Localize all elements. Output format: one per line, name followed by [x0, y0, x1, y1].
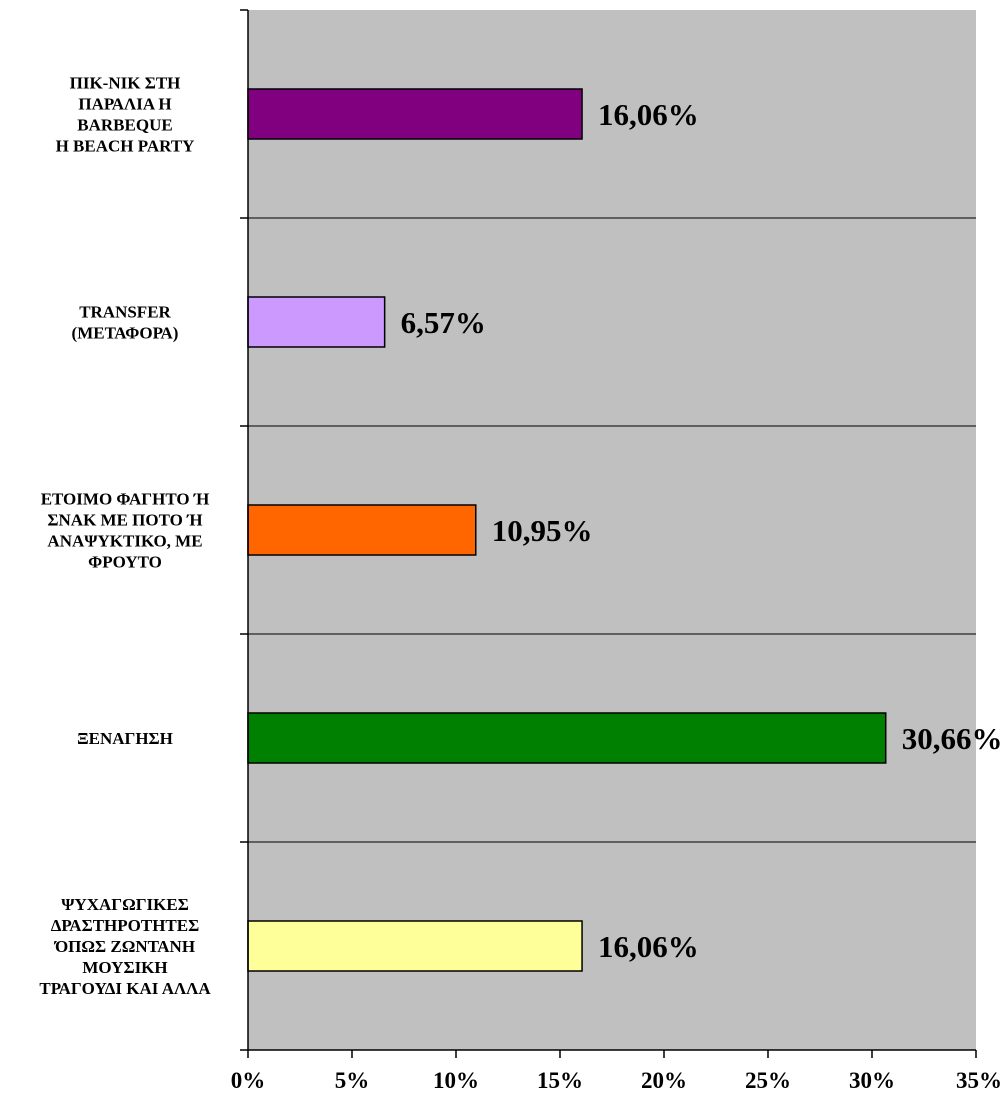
bar	[247, 712, 887, 764]
category-label: ΞΕΝΑΓΗΣΗ	[77, 729, 173, 748]
data-label: 16,06%	[598, 97, 699, 132]
x-tick-label: 5%	[335, 1068, 370, 1093]
category-separators	[248, 217, 976, 843]
x-tick-label: 30%	[849, 1068, 895, 1093]
x-tick-label: 25%	[745, 1068, 791, 1093]
category-label: TRANSFER (ΜΕΤΑΦΟΡΑ)	[72, 303, 179, 343]
category-label: ΠΙΚ-ΝΙΚ ΣΤΗ ΠΑΡΑΛΙΑ Η BARBEQUE Η BEACH PART…	[56, 74, 195, 156]
bar	[247, 504, 477, 556]
x-tick-label: 15%	[537, 1068, 583, 1093]
data-label: 6,57%	[401, 305, 486, 340]
x-tick-label: 10%	[433, 1068, 479, 1093]
data-label: 30,66%	[902, 721, 1003, 756]
x-tick-label: 35%	[956, 1068, 1002, 1093]
data-label: 16,06%	[598, 929, 699, 964]
x-tick-label: 0%	[231, 1068, 266, 1093]
category-labels: ΠΙΚ-ΝΙΚ ΣΤΗ ΠΑΡΑΛΙΑ Η BARBEQUE Η BEACH PART…	[39, 74, 211, 999]
bar	[247, 920, 583, 972]
x-tick-label: 20%	[641, 1068, 687, 1093]
bar	[247, 296, 386, 348]
x-axis-tick-labels: 0% 5% 10% 15% 20% 25% 30% 35%	[231, 1068, 1002, 1093]
data-labels: 16,06% 6,57% 10,95% 30,66% 16,06%	[401, 97, 1003, 964]
category-label: ΨΥΧΑΓΩΓΙΚΕΣ ΔΡΑΣΤΗΡΟΤΗΤΕΣ ΌΠΩΣ ΖΩΝΤΑΝΗ ΜΟΥΣ…	[39, 895, 211, 998]
bars	[247, 88, 887, 972]
category-label: ΕΤΟΙΜΟ ΦΑΓΗΤΟ Ή ΣΝΑΚ ΜΕ ΠΟΤΟ Ή ΑΝΑΨΥΚΤΙΚΟ,…	[41, 490, 210, 572]
data-label: 10,95%	[492, 513, 593, 548]
x-axis-ticks	[247, 1050, 977, 1058]
y-axis-ticks	[240, 9, 248, 1051]
bar	[247, 88, 583, 140]
